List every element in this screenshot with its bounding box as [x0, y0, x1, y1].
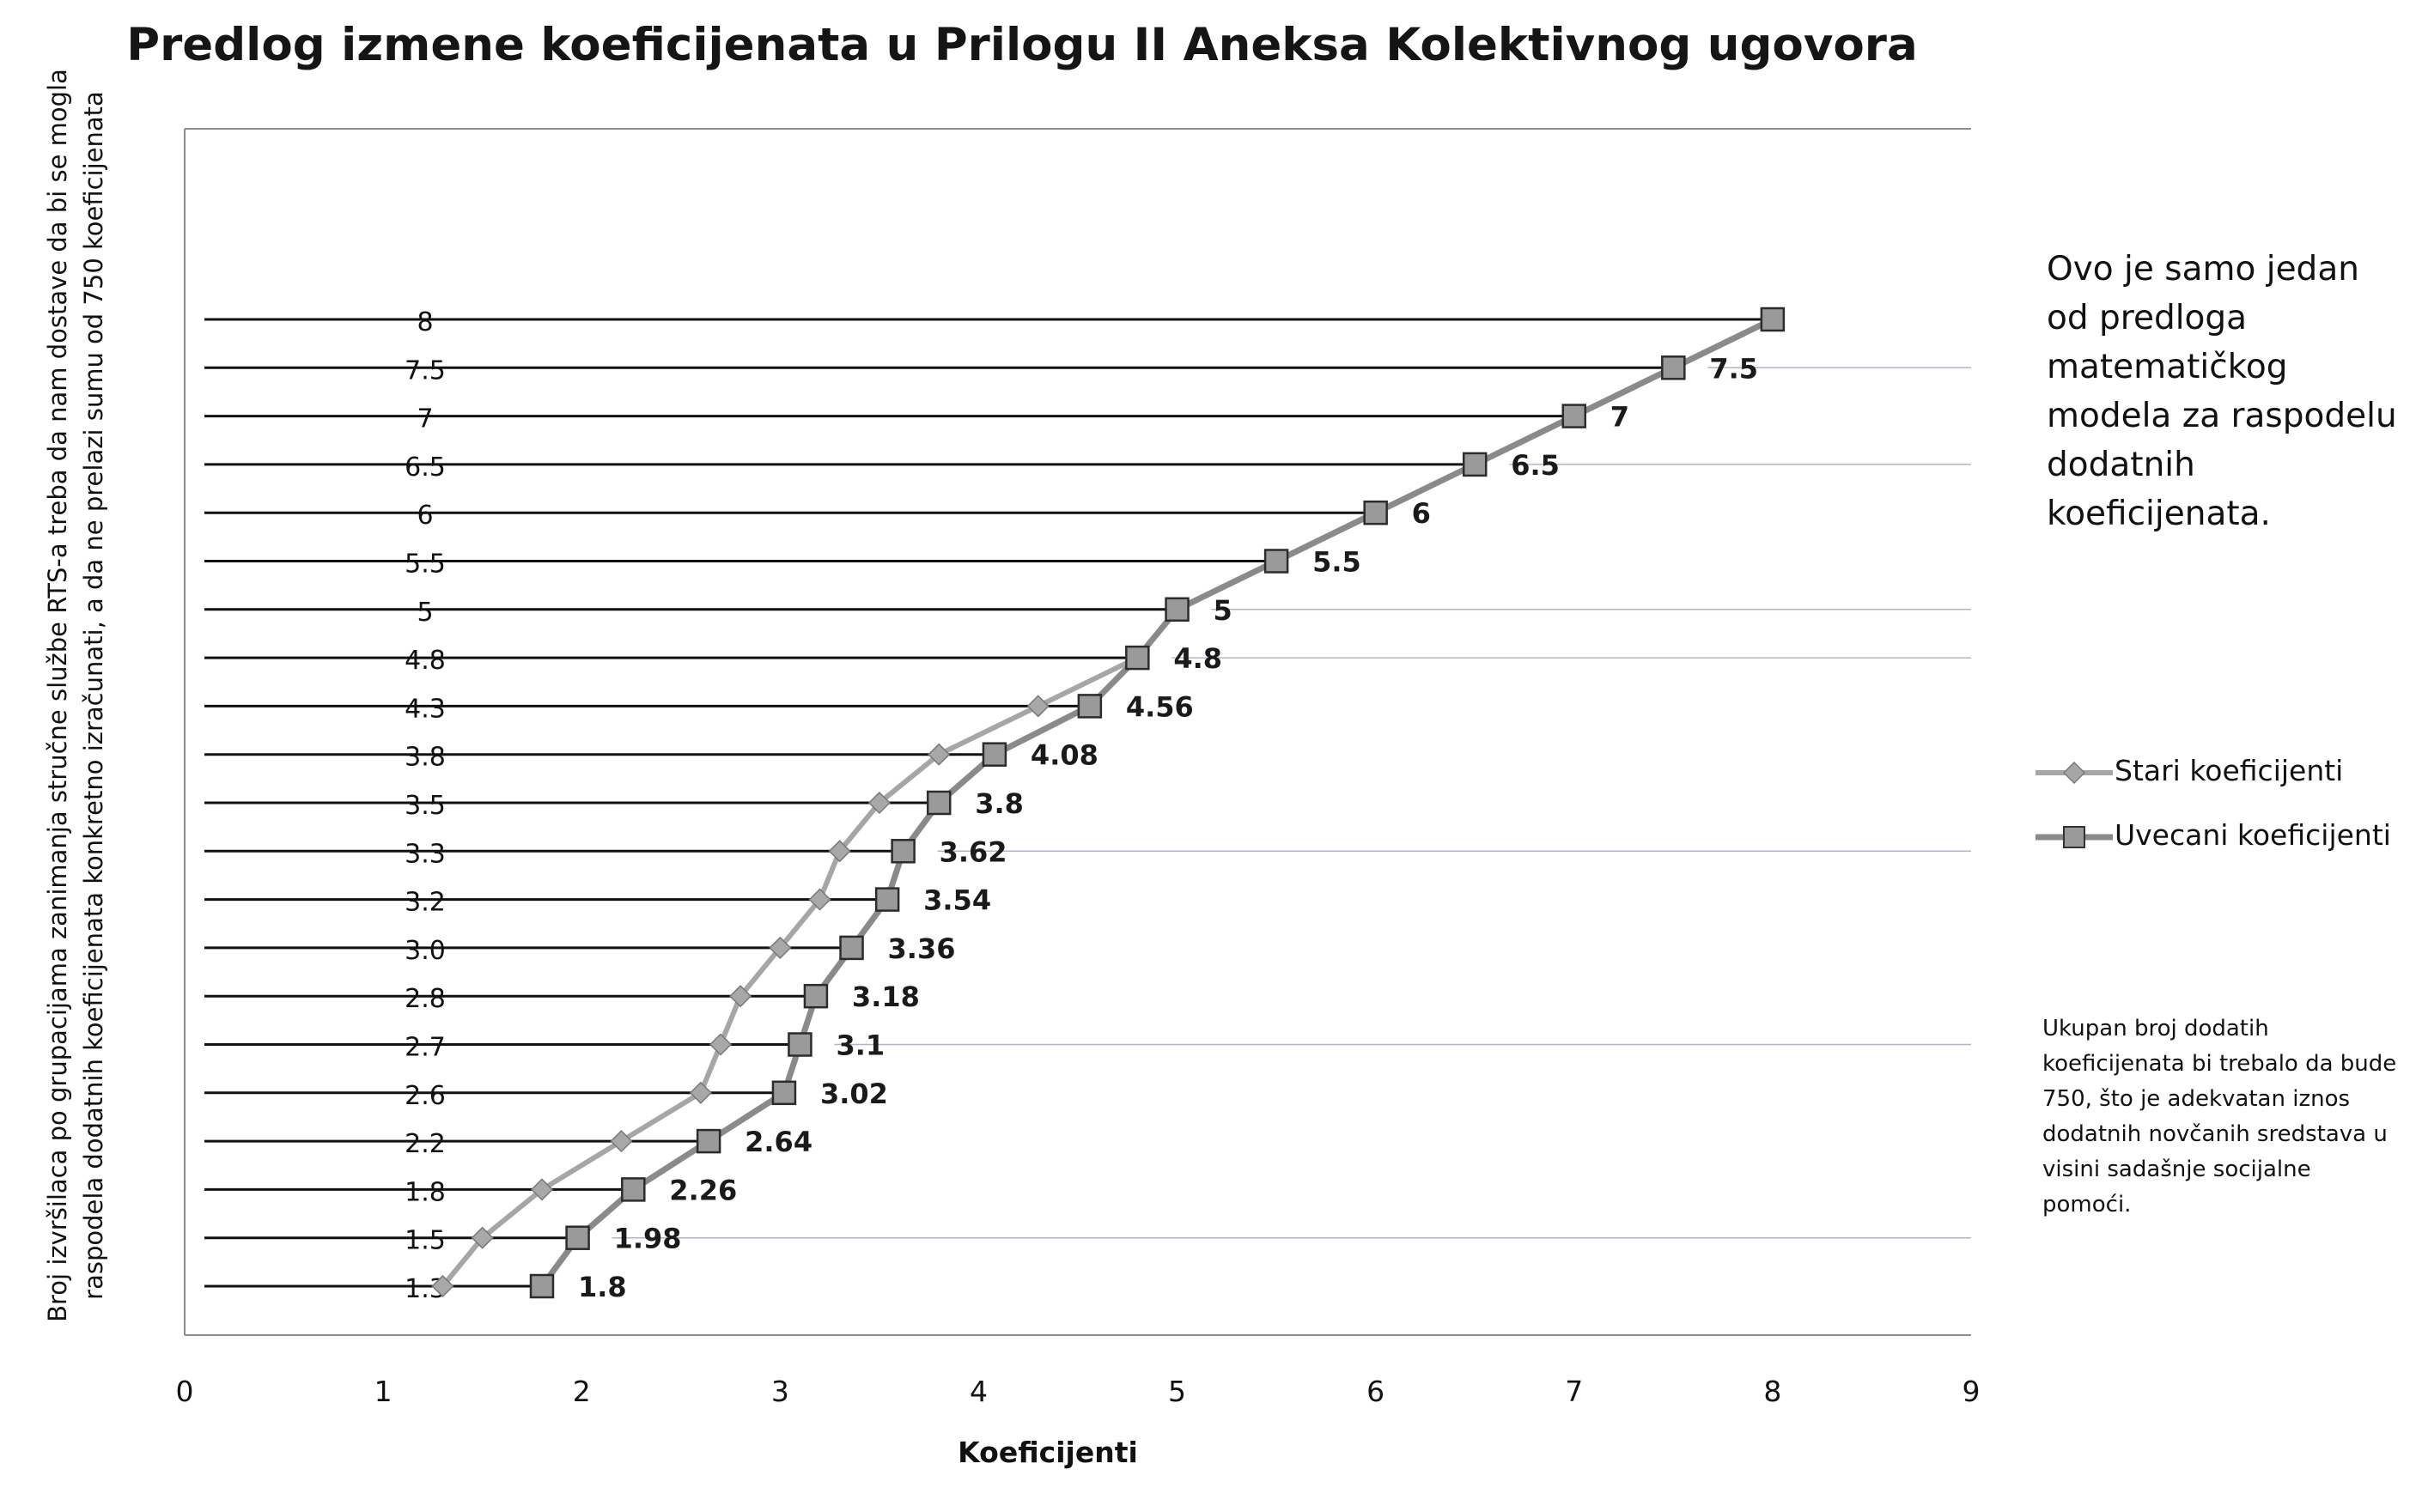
- x-tick-label: 1: [374, 1375, 393, 1408]
- data-label-uvecani: 6.5: [1511, 449, 1560, 482]
- category-label: 3.8: [405, 743, 446, 773]
- legend-item-stari: Stari koeficijenti: [2036, 747, 2413, 811]
- category-label: 3.2: [405, 888, 446, 918]
- marker-uvecani: [1125, 645, 1150, 671]
- marker-stari: [808, 888, 831, 911]
- chart-title: Predlog izmene koeficijenata u Prilogu I…: [126, 19, 1918, 71]
- category-label: 7: [417, 404, 433, 434]
- category-label: 3.5: [405, 791, 446, 821]
- model-note: Ovo je samo jedan od predloga matematičk…: [2047, 250, 2397, 533]
- data-label-uvecani: 3.8: [975, 787, 1024, 820]
- total-note: Ukupan broj dodatih koeficijenata bi tre…: [2042, 1016, 2397, 1217]
- data-label-uvecani: 3.18: [852, 981, 920, 1013]
- marker-stari: [729, 985, 752, 1008]
- category-label: 2.7: [405, 1033, 446, 1063]
- data-label-uvecani: 4.56: [1126, 690, 1194, 723]
- marker-stari: [1026, 695, 1050, 718]
- category-label: 5: [417, 598, 433, 628]
- marker-uvecani: [874, 887, 900, 912]
- data-label-uvecani: 7.5: [1709, 352, 1758, 385]
- legend-diamond-icon: [2036, 761, 2113, 785]
- x-tick-label: 0: [176, 1375, 194, 1408]
- marker-stari: [709, 1033, 733, 1056]
- marker-stari: [431, 1274, 454, 1298]
- marker-stari: [867, 791, 891, 815]
- marker-stari: [610, 1130, 633, 1153]
- marker-uvecani: [696, 1128, 721, 1154]
- marker-uvecani: [803, 983, 829, 1009]
- x-tick-label: 8: [1763, 1375, 1781, 1408]
- data-label-uvecani: 3.54: [923, 884, 991, 917]
- marker-uvecani: [982, 742, 1007, 767]
- marker-uvecani: [771, 1080, 797, 1106]
- x-tick-label: 7: [1565, 1375, 1583, 1408]
- data-label-uvecani: 2.64: [745, 1126, 812, 1158]
- data-label-uvecani: 3.62: [940, 835, 1007, 868]
- category-label: 3.0: [405, 936, 446, 966]
- marker-stari: [471, 1226, 494, 1249]
- chart-legend: Stari koeficijenti Uvecani koeficijenti: [2036, 747, 2413, 876]
- x-tick-label: 6: [1366, 1375, 1384, 1408]
- marker-stari: [769, 936, 792, 959]
- legend-item-uvecani: Uvecani koeficijenti: [2036, 811, 2413, 876]
- marker-uvecani: [788, 1032, 812, 1057]
- category-label: 6: [417, 501, 433, 531]
- marker-uvecani: [1462, 452, 1488, 477]
- marker-uvecani: [529, 1273, 555, 1299]
- data-label-uvecani: 3.36: [888, 932, 956, 965]
- marker-uvecani: [1760, 307, 1786, 332]
- x-axis-label: Koeficijenti: [958, 1436, 1138, 1469]
- category-label: 2.8: [405, 984, 446, 1014]
- category-label: 8: [417, 307, 433, 337]
- marker-uvecani: [1561, 404, 1587, 428]
- category-label: 4.3: [405, 694, 446, 724]
- x-tick-label: 9: [1963, 1375, 1981, 1408]
- marker-stari: [928, 743, 951, 766]
- category-label: 7.5: [405, 355, 446, 386]
- marker-uvecani: [565, 1225, 590, 1250]
- marker-stari: [828, 840, 851, 863]
- marker-uvecani: [926, 790, 952, 816]
- category-label: 3.3: [405, 839, 446, 869]
- data-label-uvecani: 3.02: [820, 1078, 888, 1110]
- x-tick-label: 3: [771, 1375, 789, 1408]
- category-label: 2.2: [405, 1129, 446, 1159]
- x-tick-label: 2: [573, 1375, 591, 1408]
- legend-square-icon: [2036, 826, 2113, 848]
- legend-label-uvecani: Uvecani koeficijenti: [2115, 818, 2391, 852]
- marker-stari: [530, 1178, 554, 1201]
- marker-uvecani: [839, 935, 864, 961]
- data-label-uvecani: 7: [1610, 401, 1629, 434]
- category-label: 5.5: [405, 550, 446, 580]
- marker-uvecani: [1077, 694, 1103, 719]
- marker-uvecani: [1165, 597, 1190, 622]
- data-label-uvecani: 1.8: [578, 1271, 627, 1303]
- category-label: 1.5: [405, 1226, 446, 1256]
- data-label-uvecani: 4.8: [1173, 642, 1222, 675]
- x-tick-label: 4: [970, 1375, 988, 1408]
- data-label-uvecani: 4.08: [1031, 739, 1098, 772]
- data-label-uvecani: 3.1: [836, 1029, 885, 1062]
- category-label: 2.6: [405, 1081, 446, 1111]
- marker-uvecani: [1363, 500, 1388, 525]
- data-label-uvecani: 6: [1412, 497, 1431, 530]
- data-label-uvecani: 1.98: [614, 1223, 682, 1255]
- marker-uvecani: [1661, 355, 1686, 380]
- data-label-uvecani: 5.5: [1312, 546, 1361, 579]
- marker-uvecani: [1263, 549, 1289, 574]
- marker-uvecani: [621, 1177, 646, 1202]
- marker-stari: [689, 1081, 712, 1104]
- x-tick-label: 5: [1168, 1375, 1186, 1408]
- data-label-uvecani: 5: [1214, 594, 1232, 627]
- category-label: 4.8: [405, 646, 446, 676]
- data-label-uvecani: 2.26: [669, 1174, 737, 1206]
- marker-uvecani: [891, 839, 916, 864]
- category-label: 6.5: [405, 452, 446, 483]
- legend-label-stari: Stari koeficijenti: [2115, 754, 2344, 787]
- category-label: 1.8: [405, 1177, 446, 1207]
